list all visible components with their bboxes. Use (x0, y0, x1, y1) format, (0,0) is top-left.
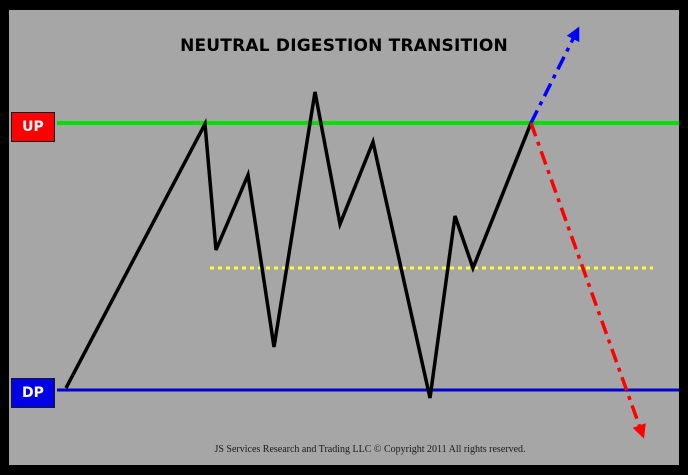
breakout-up-arrow (529, 26, 580, 124)
up-label: UP (11, 112, 55, 142)
price-path (64, 91, 533, 399)
dp-label: DP (11, 378, 55, 408)
diagram-title: NEUTRAL DIGESTION TRANSITION (180, 36, 508, 56)
copyright-footer: JS Services Research and Trading LLC © C… (214, 444, 526, 455)
breakout-down-arrow (529, 122, 646, 439)
